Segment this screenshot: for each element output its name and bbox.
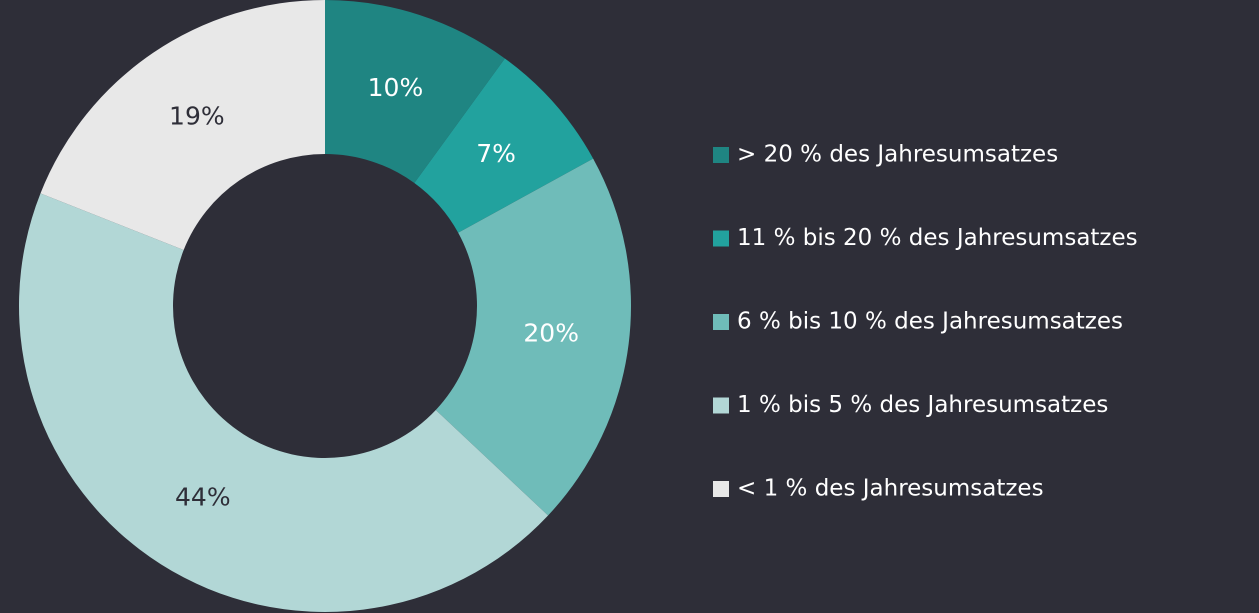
donut-segment <box>435 158 631 516</box>
data-label: 19% <box>169 101 225 130</box>
legend-label: 11 % bis 20 % des Jahresumsatzes <box>737 225 1138 251</box>
legend-swatch <box>713 147 729 163</box>
data-label: 7% <box>476 139 516 168</box>
legend-swatch <box>713 314 729 330</box>
legend-swatch <box>713 230 729 247</box>
data-label: 20% <box>523 319 579 348</box>
legend-label: < 1 % des Jahresumsatzes <box>737 476 1044 502</box>
legend-label: 1 % bis 5 % des Jahresumsatzes <box>737 392 1108 418</box>
legend-label: 6 % bis 10 % des Jahresumsatzes <box>737 309 1123 335</box>
donut-segment <box>414 58 594 233</box>
legend-label: > 20 % des Jahresumsatzes <box>737 142 1058 168</box>
data-label: 10% <box>368 73 424 102</box>
data-label: 44% <box>175 483 231 512</box>
legend-swatch <box>713 481 729 497</box>
legend-swatch <box>713 397 729 414</box>
donut-segment <box>18 193 549 612</box>
donut-segment <box>325 0 505 184</box>
donut-segment <box>40 0 325 251</box>
